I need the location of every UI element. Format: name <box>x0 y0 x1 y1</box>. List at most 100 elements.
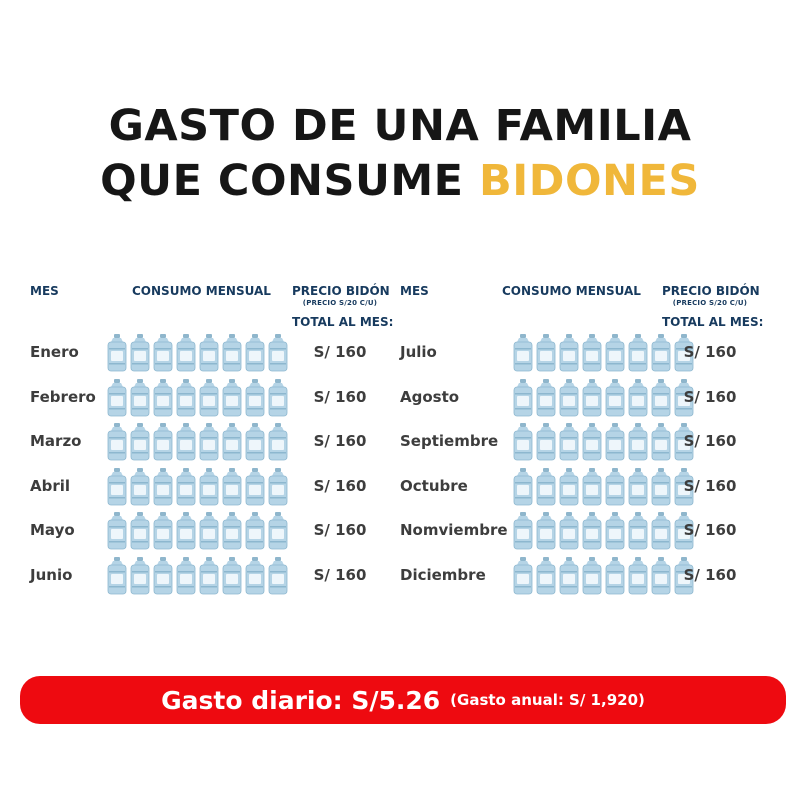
month-name: Nomviembre <box>400 521 508 539</box>
water-jug-icon <box>674 378 694 416</box>
bottle-group <box>106 512 289 550</box>
water-jug-icon <box>176 423 196 461</box>
water-jug-icon <box>199 423 219 461</box>
water-jug-icon <box>559 512 579 550</box>
water-jug-icon <box>536 512 556 550</box>
month-row: Octubre S/ 160 <box>400 467 790 506</box>
header-precio-sub: (PRECIO S/20 C/U) <box>302 299 378 307</box>
water-jug-icon <box>628 334 648 372</box>
bottle-group <box>106 423 289 461</box>
water-jug-icon <box>222 423 242 461</box>
water-jug-icon <box>222 467 242 505</box>
annual-cost-text: (Gasto anual: S/ 1,920) <box>450 691 645 709</box>
water-jug-icon <box>605 467 625 505</box>
water-jug-icon <box>628 467 648 505</box>
month-row: Septiembre S/ 160 <box>400 423 790 461</box>
water-jug-icon <box>513 556 533 594</box>
water-jug-icon <box>268 467 288 505</box>
month-row: Agosto S/ 160 <box>400 378 790 417</box>
title-line-1: GASTO DE UNA FAMILIA <box>0 100 800 152</box>
bottle-group <box>512 467 695 506</box>
water-jug-icon <box>536 556 556 594</box>
month-total: S/ 160 <box>683 432 737 450</box>
water-jug-icon <box>176 334 196 372</box>
bottle-group <box>106 556 289 595</box>
header-precio-label: PRECIO BIDÓN <box>662 284 760 298</box>
month-row: Diciembre S/ 160 <box>400 556 790 595</box>
water-jug-icon <box>651 467 671 505</box>
month-row: Mayo S/ 160 <box>30 512 420 550</box>
month-name: Abril <box>30 476 71 495</box>
water-jug-icon <box>222 512 242 550</box>
month-name: Mayo <box>30 521 75 539</box>
water-jug-icon <box>674 467 694 505</box>
water-jug-icon <box>199 512 219 550</box>
water-jug-icon <box>605 423 625 461</box>
month-total: S/ 160 <box>313 565 367 584</box>
table-second-half: MES CONSUMO MENSUAL PRECIO BIDÓN (PRECIO… <box>400 284 790 604</box>
water-jug-icon <box>536 467 556 505</box>
month-name: Junio <box>30 565 73 584</box>
title-line-2-text: QUE CONSUME <box>100 156 480 206</box>
water-jug-icon <box>582 556 602 594</box>
water-jug-icon <box>268 423 288 461</box>
water-jug-icon <box>628 512 648 550</box>
water-jug-icon <box>176 378 196 416</box>
water-jug-icon <box>176 467 196 505</box>
month-name: Diciembre <box>400 565 486 584</box>
month-row: Enero S/ 160 <box>30 334 420 372</box>
water-jug-icon <box>245 467 265 505</box>
water-jug-icon <box>245 556 265 594</box>
water-jug-icon <box>628 423 648 461</box>
month-row: Nomviembre S/ 160 <box>400 512 790 550</box>
bottle-group <box>512 423 695 461</box>
water-jug-icon <box>536 423 556 461</box>
header-mes: MES <box>400 284 429 298</box>
month-total: S/ 160 <box>683 521 737 539</box>
water-jug-icon <box>268 334 288 372</box>
month-total: S/ 160 <box>313 432 367 450</box>
month-row: Julio S/ 160 <box>400 334 790 372</box>
water-jug-icon <box>536 334 556 372</box>
water-jug-icon <box>513 423 533 461</box>
month-total: S/ 160 <box>683 565 737 584</box>
water-jug-icon <box>513 467 533 505</box>
water-jug-icon <box>268 512 288 550</box>
water-jug-icon <box>651 556 671 594</box>
water-jug-icon <box>582 467 602 505</box>
month-row: Marzo S/ 160 <box>30 423 420 461</box>
title-accent: BIDONES <box>479 156 700 206</box>
water-jug-icon <box>199 467 219 505</box>
water-jug-icon <box>651 378 671 416</box>
water-jug-icon <box>245 423 265 461</box>
water-jug-icon <box>559 334 579 372</box>
water-jug-icon <box>245 378 265 416</box>
water-jug-icon <box>513 512 533 550</box>
water-jug-icon <box>559 556 579 594</box>
water-jug-icon <box>222 334 242 372</box>
water-jug-icon <box>153 556 173 594</box>
water-jug-icon <box>130 334 150 372</box>
water-jug-icon <box>674 334 694 372</box>
month-name: Octubre <box>400 476 468 495</box>
water-jug-icon <box>130 512 150 550</box>
water-jug-icon <box>628 378 648 416</box>
month-row: Abril S/ 160 <box>30 467 420 506</box>
table-first-half: MES CONSUMO MENSUAL PRECIO BIDÓN (PRECIO… <box>30 284 420 604</box>
water-jug-icon <box>513 334 533 372</box>
water-jug-icon <box>222 556 242 594</box>
month-total: S/ 160 <box>313 387 367 406</box>
water-jug-icon <box>107 334 127 372</box>
month-row: Junio S/ 160 <box>30 556 420 595</box>
month-total: S/ 160 <box>683 387 737 406</box>
water-jug-icon <box>130 423 150 461</box>
water-jug-icon <box>199 378 219 416</box>
water-jug-icon <box>536 378 556 416</box>
water-jug-icon <box>222 378 242 416</box>
header-mes: MES <box>30 284 59 298</box>
water-jug-icon <box>651 334 671 372</box>
water-jug-icon <box>153 378 173 416</box>
water-jug-icon <box>605 334 625 372</box>
bottle-group <box>512 556 695 595</box>
water-jug-icon <box>582 423 602 461</box>
